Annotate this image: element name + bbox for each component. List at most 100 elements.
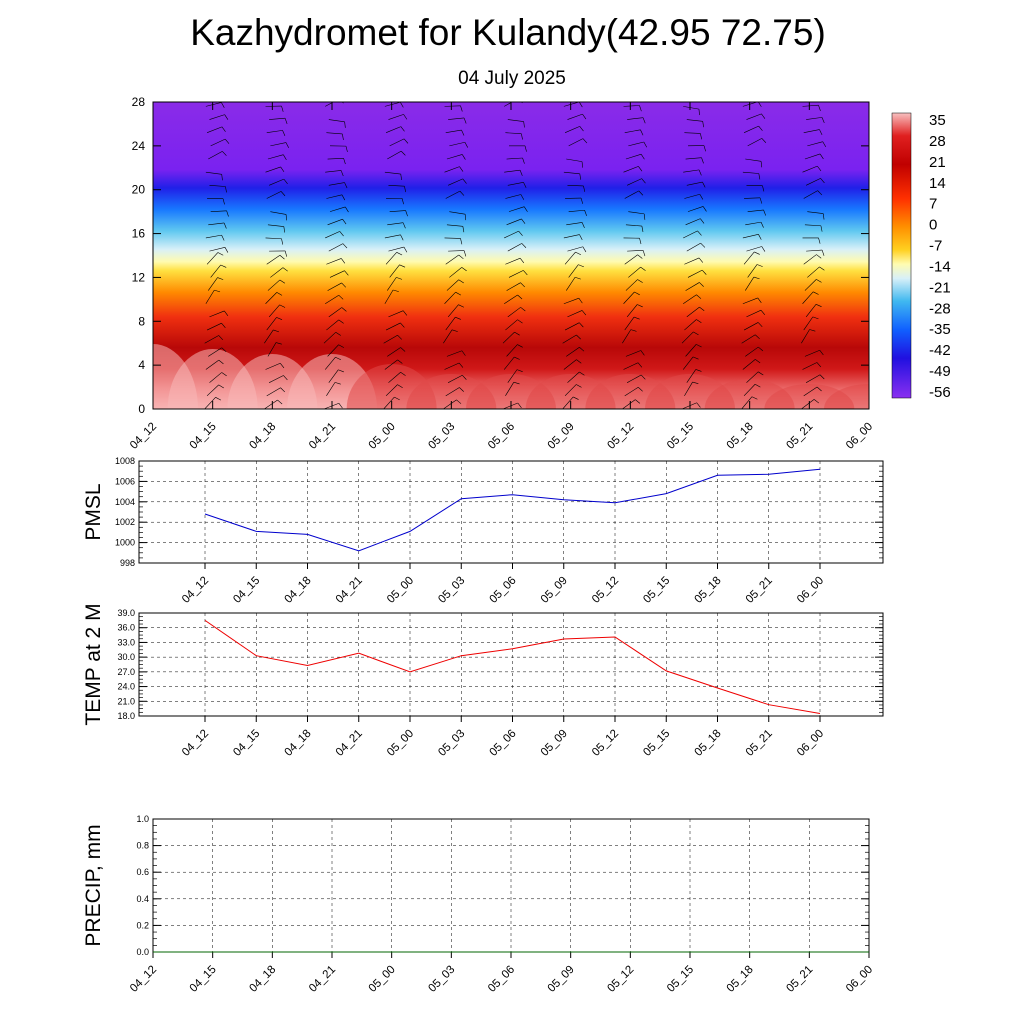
wind-barb [802,104,821,111]
section-x-tick-label: 05_03 [426,421,457,452]
wind-barb [747,138,767,147]
wind-barb [803,190,823,199]
wind-barb [566,222,585,229]
wind-barb [206,252,224,265]
wind-barb [326,194,346,201]
y-tick-label: 1004 [115,497,135,507]
y-tick-label: 1008 [115,456,135,466]
section-x-tick-label: 04_12 [128,421,159,452]
wind-barb [205,359,224,370]
wind-barb [624,190,644,199]
vertical-section-panel: 04_12 04_15 04_18 04_21 05_00 05_03 05_06 05_09… [128,95,875,452]
wind-barb [684,193,704,200]
section-x-tick-label: 05_18 [725,421,756,452]
x-tick-label: 04_18 [283,575,314,606]
x-tick-label: 05_09 [539,575,570,606]
x-tick-label: 04_18 [283,728,314,759]
wind-barb [449,267,467,278]
wind-barb [504,230,523,239]
x-tick-label: 04_12 [180,575,211,606]
wind-barb [265,362,285,370]
wind-barb [623,105,642,112]
wind-barb [329,145,348,153]
wind-barb [386,198,404,205]
wind-barb [686,119,704,128]
colorbar-label: 28 [929,133,946,150]
x-tick-label: 05_03 [436,575,467,606]
y-tick-label: 33.0 [117,637,135,647]
wind-barb [326,319,344,331]
figure-title: Kazhydromet for Kulandy(42.95 72.75) [190,12,826,53]
wind-barb [681,402,701,409]
wind-barb [506,157,525,164]
wind-barb [208,277,224,291]
wind-barb [566,347,585,357]
wind-barb [445,190,465,199]
y-tick-label: 27.0 [117,667,135,677]
wind-barb [567,185,586,192]
x-tick-label: 05_21 [784,964,815,995]
wind-barb [625,350,645,357]
wind-barb [686,306,705,318]
wind-barb [683,106,700,116]
wind-barb [685,157,704,164]
wind-barb [505,319,523,331]
wind-barb [505,257,525,265]
temp-2m-panel: 18.0 21.0 24.0 27.0 30.0 33.0 36.0 39.0 04_12 04_… [82,603,884,759]
wind-barb [448,117,467,124]
wind-barb [625,279,643,291]
colorbar-label: -56 [929,384,951,401]
wind-barb [623,166,643,173]
section-x-tick-label: 04_15 [188,421,219,452]
wind-barb [807,266,825,278]
wind-barb [444,166,464,173]
section-y-tick-label: 12 [132,270,146,284]
wind-barb [683,294,702,304]
wind-barb [449,141,469,148]
wind-barb [564,322,584,331]
wind-barb [741,396,758,409]
wind-barb [506,344,523,357]
wind-barb [446,154,466,160]
wind-barb [389,264,406,278]
wind-barb [806,117,825,124]
wind-barb [745,276,760,291]
x-tick-label: 04_12 [180,728,211,759]
figure-date: 04 July 2025 [458,68,566,89]
x-tick-label: 05_00 [385,575,416,606]
wind-barb [324,356,342,370]
y-tick-label: 36.0 [117,623,135,633]
wind-barb [804,349,824,357]
y-tick-label: 21.0 [117,696,135,706]
colorbar-label: 21 [929,154,946,171]
wind-barb [209,372,227,383]
wind-barb [745,221,764,228]
wind-barb [686,242,706,252]
x-tick-label: 05_18 [693,728,724,759]
wind-barb [266,254,285,265]
section-y-tick-label: 20 [132,183,146,197]
wind-barb [209,310,229,318]
wind-barb [745,158,763,168]
wind-barb [508,270,528,278]
y-tick-label: 0.6 [136,867,149,877]
wind-barb [267,224,286,233]
wind-barb [567,246,587,253]
wind-barb [626,304,643,318]
wind-barb [685,344,702,357]
wind-barb [443,399,462,409]
wind-barb [502,402,522,409]
wind-barb [327,282,347,291]
wind-barb [443,329,458,344]
wind-barb [801,399,820,409]
wind-barb [803,316,819,331]
section-x-tick-label: 05_09 [546,421,577,452]
wind-barb [265,166,285,173]
wind-barb [504,169,523,176]
wind-barb [568,209,587,216]
section-x-tick-label: 05_12 [605,421,636,452]
wind-barb [622,329,637,344]
wind-barb [742,359,761,370]
y-axis-label: PMSL [82,483,105,540]
wind-barb [323,332,341,344]
